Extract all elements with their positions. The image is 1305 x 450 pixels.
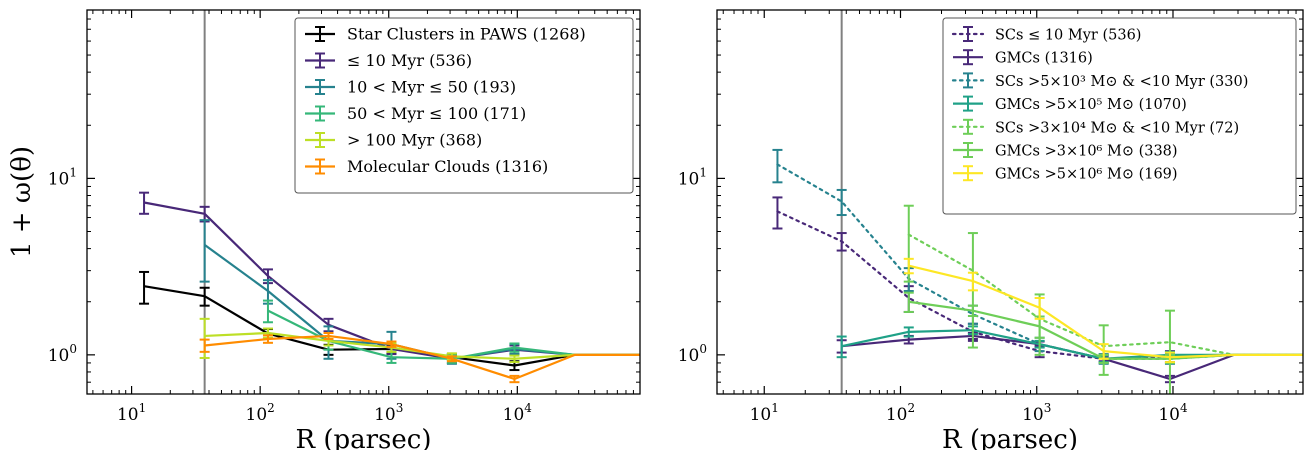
- plot-frame: [716, 9, 1304, 395]
- legend-label: GMCs >3×10⁶ M⊙ (338): [995, 144, 1178, 160]
- legend-label: 10 < Myr ≤ 50 (193): [347, 78, 516, 97]
- error-bar: [967, 304, 978, 318]
- legend-label: Star Clusters in PAWS (1268): [347, 25, 586, 44]
- x-tick-label: 103: [1022, 401, 1051, 425]
- series-line-6: [204, 334, 640, 381]
- legend-label: GMCs (1316): [995, 51, 1093, 67]
- legend-label: ≤ 10 Myr (536): [347, 51, 472, 70]
- y-tick-label: 100: [48, 342, 77, 366]
- error-bar: [836, 232, 847, 252]
- legend-box: [294, 17, 634, 194]
- plot-frame: [86, 9, 641, 395]
- error-bar: [903, 291, 914, 313]
- error-bar: [139, 191, 150, 215]
- error-bar: [509, 342, 520, 353]
- x-tick-label: 103: [374, 401, 403, 425]
- y-tick-label: 101: [48, 165, 77, 189]
- x-axis-label: R (parsec): [942, 425, 1078, 450]
- error-bar: [772, 148, 783, 184]
- error-bar: [323, 331, 334, 340]
- x-tick-label: 101: [750, 401, 779, 425]
- y-axis-label: 1 + ω(θ): [7, 146, 37, 258]
- y-tick-label: 101: [678, 165, 707, 189]
- error-bar: [772, 196, 783, 230]
- x-tick-label: 102: [886, 401, 915, 425]
- error-bar: [1164, 351, 1175, 364]
- error-bar: [836, 188, 847, 217]
- error-bar: [903, 257, 914, 275]
- legend-label: SCs >5×10³ M⊙ & <10 Myr (330): [995, 74, 1248, 90]
- legend-label: GMCs >5×10⁵ M⊙ (1070): [995, 97, 1187, 113]
- error-bar: [199, 219, 210, 283]
- legend-box: [942, 17, 1297, 215]
- error-bar: [903, 326, 914, 338]
- error-bar: [509, 374, 520, 384]
- chart-panel-2: 101 102 103 104 100 101 R (parsec) SCs ≤ 10 Myr…: [678, 9, 1304, 450]
- x-tick-label: 101: [117, 401, 146, 425]
- legend: SCs ≤ 10 Myr (536) GMCs (1316) SCs >5×10³ …: [942, 17, 1297, 215]
- error-bar: [1098, 343, 1109, 360]
- x-tick-label: 104: [503, 401, 533, 425]
- legend-label: SCs ≤ 10 Myr (536): [995, 28, 1141, 44]
- legend: Star Clusters in PAWS (1268) ≤ 10 Myr (53…: [294, 17, 634, 194]
- error-bar: [836, 335, 847, 359]
- error-bar: [139, 270, 150, 305]
- error-bar: [199, 338, 210, 353]
- data-layer: [139, 191, 640, 384]
- x-tick-label: 102: [246, 401, 275, 425]
- x-axis-label: R (parsec): [296, 425, 432, 450]
- x-tick-label: 104: [1158, 401, 1188, 425]
- series-line-3: [203, 243, 640, 360]
- error-bar: [967, 271, 978, 292]
- error-bar: [386, 340, 397, 348]
- data-layer: [772, 148, 1303, 394]
- legend-label: GMCs >5×10⁶ M⊙ (169): [995, 167, 1178, 183]
- error-bar: [262, 334, 273, 344]
- legend-label: Molecular Clouds (1316): [347, 157, 548, 176]
- chart-panel-1: 101 102 103 104 100 101 R (parsec) 1 + ω(θ) Star…: [7, 9, 641, 450]
- error-bar: [509, 354, 520, 364]
- error-bar: [199, 286, 210, 307]
- error-bar: [1034, 296, 1045, 320]
- y-tick-label: 100: [678, 342, 707, 366]
- legend-label: > 100 Myr (368): [347, 131, 482, 150]
- legend-label: 50 < Myr ≤ 100 (171): [347, 104, 526, 123]
- error-bar: [446, 355, 457, 363]
- error-bar: [262, 299, 273, 324]
- legend-label: SCs >3×10⁴ M⊙ & <10 Myr (72): [995, 120, 1239, 136]
